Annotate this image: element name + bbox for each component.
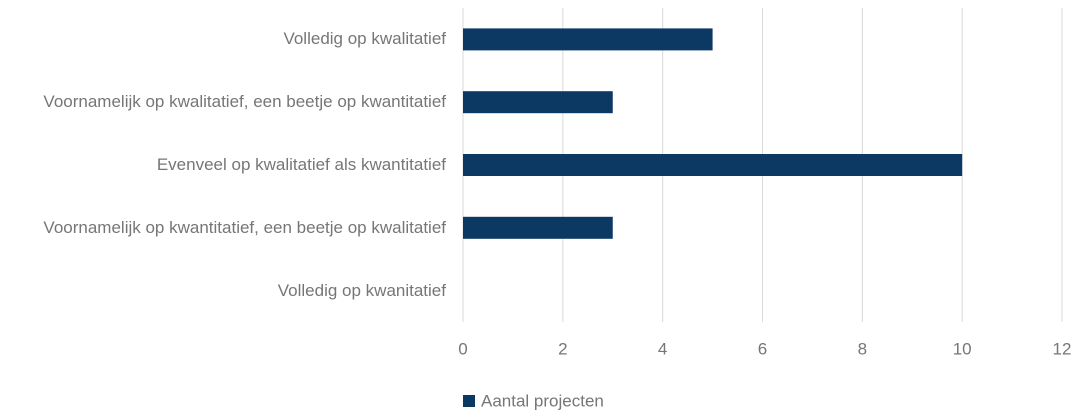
x-tick-label: 12 — [1053, 339, 1072, 358]
bar — [463, 28, 713, 51]
x-tick-label: 4 — [658, 339, 667, 358]
legend-label: Aantal projecten — [481, 391, 604, 410]
x-tick-label: 8 — [858, 339, 867, 358]
bar — [463, 154, 963, 176]
y-tick-label: Evenveel op kwalitatief als kwantitatief — [156, 154, 446, 174]
x-tick-label: 0 — [458, 339, 467, 358]
x-tick-label: 10 — [953, 339, 972, 358]
y-tick-label: Voornamelijk op kwantitatief, een beetje… — [43, 217, 446, 237]
bar — [463, 91, 613, 114]
x-tick-label: 2 — [558, 339, 567, 358]
x-tick-label: 6 — [758, 339, 767, 358]
bar — [463, 216, 613, 239]
y-tick-label: Voornamelijk op kwalitatief, een beetje … — [43, 92, 446, 112]
legend-swatch — [463, 395, 475, 407]
y-tick-label: Volledig op kwalitatief — [283, 29, 446, 49]
y-tick-label: Volledig op kwanitatief — [277, 280, 446, 300]
